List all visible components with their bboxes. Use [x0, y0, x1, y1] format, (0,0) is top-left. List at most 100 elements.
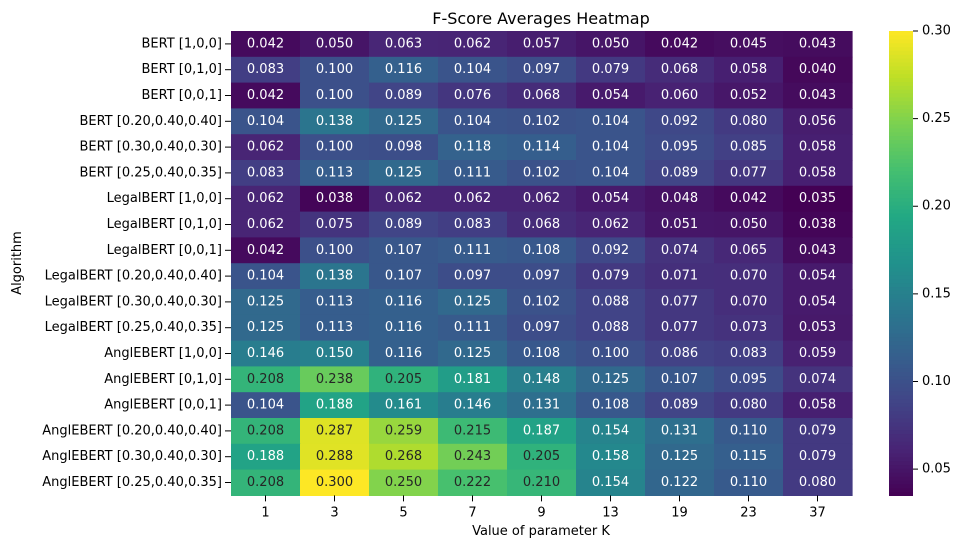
- colorbar-segment: [889, 448, 913, 454]
- x-tick-label: 7: [468, 505, 476, 520]
- colorbar-segment: [889, 274, 913, 280]
- cell-value-label: 0.058: [799, 398, 836, 413]
- heatmap-cell: [231, 263, 301, 290]
- colorbar-segment: [889, 282, 913, 288]
- colorbar-segment: [889, 61, 913, 67]
- heatmap-cell: [645, 366, 715, 393]
- x-tick-label: 23: [740, 505, 757, 520]
- cell-value-label: 0.104: [247, 114, 284, 129]
- colorbar-segment: [889, 313, 913, 318]
- chart-title: F-Score Averages Heatmap: [432, 9, 650, 28]
- colorbar-segment: [889, 398, 913, 404]
- cell-value-label: 0.077: [661, 294, 698, 309]
- cell-value-label: 0.063: [385, 36, 422, 51]
- cell-value-label: 0.100: [316, 243, 353, 258]
- heatmap-cell: [714, 289, 784, 316]
- colorbar-segment: [889, 348, 913, 353]
- x-axis: 1 3 5 7 9 13 19 23 37: [261, 495, 826, 520]
- colorbar-segment: [889, 487, 913, 493]
- colorbar-segment: [889, 298, 913, 303]
- cell-value-label: 0.125: [385, 165, 422, 180]
- heatmap-cell: [369, 418, 439, 445]
- cell-value-label: 0.125: [385, 114, 422, 129]
- colorbar-segment: [889, 34, 913, 40]
- heatmap-cell: [645, 211, 715, 238]
- heatmap-cell: [300, 108, 370, 135]
- colorbar-segment: [889, 491, 913, 496]
- colorbar-segment: [889, 356, 913, 361]
- colorbar-segment: [889, 228, 913, 233]
- colorbar-segment: [889, 46, 913, 51]
- cell-value-label: 0.208: [247, 475, 284, 490]
- heatmap-cell: [300, 418, 370, 445]
- colorbar-segment: [889, 54, 913, 59]
- colorbar-segment: [889, 77, 913, 82]
- cell-value-label: 0.058: [730, 62, 767, 77]
- cell-value-label: 0.074: [661, 243, 698, 258]
- cell-value-label: 0.038: [799, 217, 836, 232]
- heatmap-cell: [783, 82, 853, 109]
- heatmap-cell: [576, 237, 646, 264]
- heatmap-cell: [438, 211, 508, 238]
- heatmap-cell: [783, 185, 853, 213]
- colorbar-segment: [889, 332, 913, 338]
- colorbar-segment: [889, 321, 913, 326]
- heatmap-cell: [300, 366, 370, 393]
- cell-value-label: 0.102: [523, 165, 560, 180]
- y-tick-label: LegalBERT [1,0,0]: [107, 191, 222, 206]
- x-tick-label: 13: [602, 505, 619, 520]
- colorbar-segment: [889, 216, 913, 222]
- heatmap-cell: [783, 31, 853, 58]
- heatmap-cell-labels: 0.042 0.050 0.063 0.062 0.057 0.050 0.042 0.045…: [247, 36, 836, 490]
- y-tick-label: LegalBERT [0,0,1]: [107, 243, 222, 258]
- heatmap-cell: [576, 289, 646, 316]
- heatmap-cell: [714, 185, 784, 213]
- cell-value-label: 0.068: [661, 62, 698, 77]
- heatmap-cell: [714, 31, 784, 58]
- cell-value-label: 0.187: [523, 423, 560, 438]
- heatmap-cell: [438, 185, 508, 213]
- cell-value-label: 0.068: [523, 88, 560, 103]
- colorbar-segment: [889, 96, 913, 102]
- cell-value-label: 0.097: [523, 320, 560, 335]
- heatmap-cell: [714, 56, 784, 84]
- cell-value-label: 0.188: [316, 398, 353, 413]
- cell-value-label: 0.097: [523, 62, 560, 77]
- heatmap-cell: [300, 263, 370, 290]
- colorbar-segment: [889, 267, 913, 272]
- heatmap-cell: [507, 314, 577, 342]
- heatmap-cell: [231, 108, 301, 135]
- heatmap-cells: [231, 31, 853, 496]
- colorbar-segment: [889, 325, 913, 330]
- colorbar-segment: [889, 193, 913, 199]
- colorbar-segment: [889, 251, 913, 257]
- heatmap-cell: [576, 211, 646, 238]
- cell-value-label: 0.098: [385, 140, 422, 155]
- heatmap-cell: [714, 443, 784, 471]
- cell-value-label: 0.113: [316, 165, 353, 180]
- colorbar-segment: [889, 212, 913, 218]
- heatmap-cell: [714, 82, 784, 109]
- heatmap-cell: [507, 56, 577, 84]
- heatmap-cell: [783, 443, 853, 471]
- cell-value-label: 0.054: [799, 269, 836, 284]
- cell-value-label: 0.083: [454, 217, 491, 232]
- colorbar-segment: [889, 220, 913, 226]
- cell-value-label: 0.043: [799, 36, 836, 51]
- colorbar-segment: [889, 31, 913, 36]
- colorbar-segment: [889, 328, 913, 334]
- cell-value-label: 0.035: [799, 191, 836, 206]
- heatmap-cell: [300, 56, 370, 84]
- cell-value-label: 0.042: [661, 36, 698, 51]
- colorbar-segment: [889, 383, 913, 388]
- cell-value-label: 0.038: [316, 191, 353, 206]
- heatmap-cell: [576, 392, 646, 419]
- colorbar-segment: [889, 472, 913, 477]
- y-tick-label: AnglEBERT [0.30,0.40,0.30]: [42, 449, 222, 464]
- heatmap-cell: [300, 185, 370, 213]
- heatmap-cell: [300, 237, 370, 264]
- cell-value-label: 0.089: [661, 165, 698, 180]
- colorbar-segment: [889, 425, 913, 431]
- colorbar: 0.05 0.10 0.15 0.20 0.25 0.30: [889, 24, 951, 496]
- heatmap-cell: [645, 418, 715, 445]
